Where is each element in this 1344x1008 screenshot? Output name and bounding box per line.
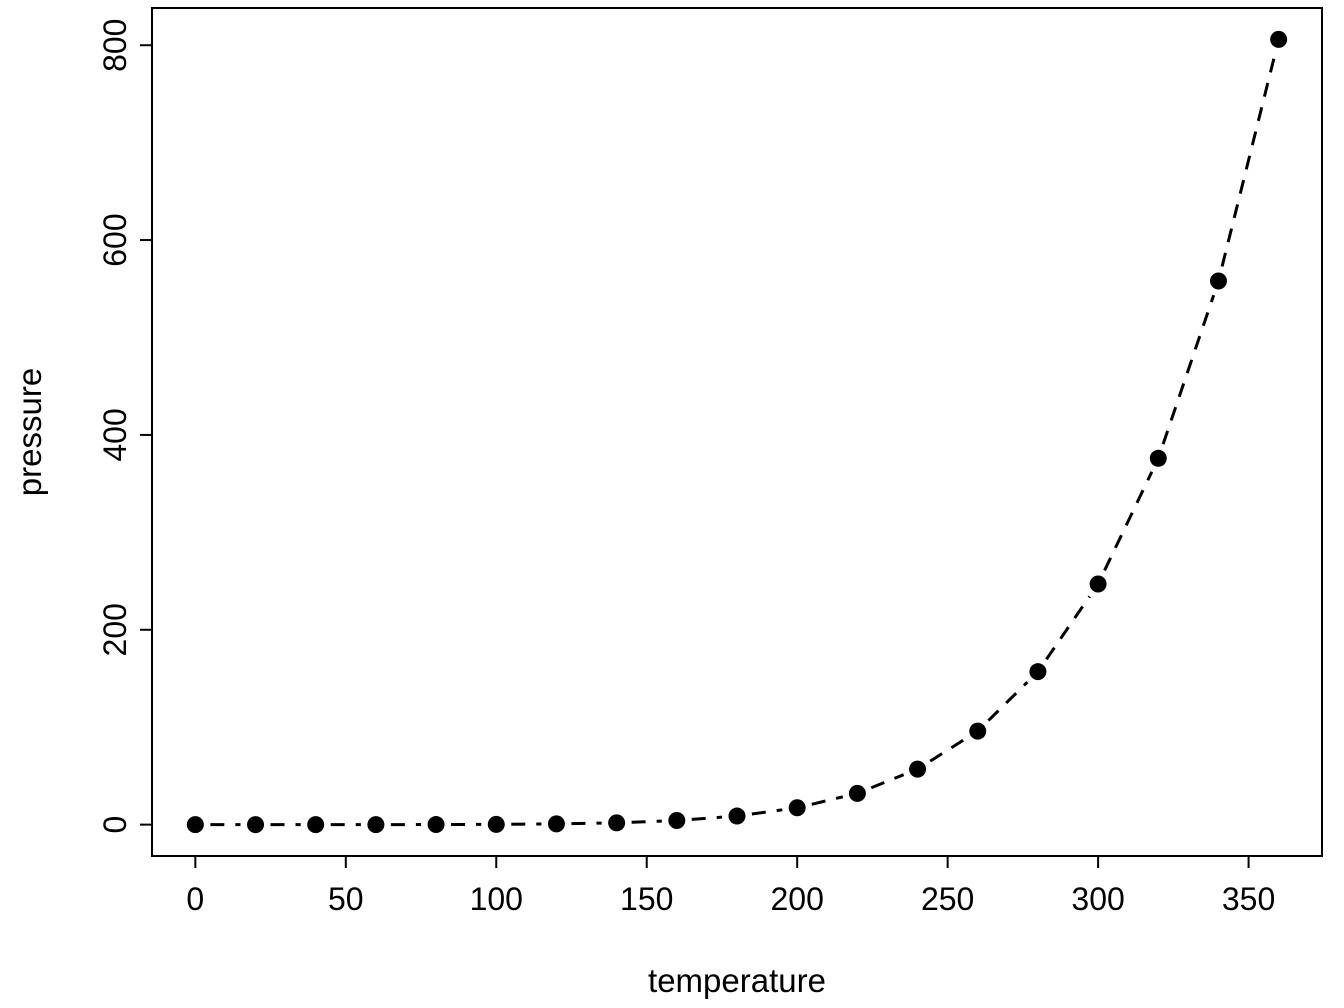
data-point: [487, 815, 505, 833]
data-point: [1149, 449, 1167, 467]
x-tick-label: 0: [186, 881, 204, 917]
x-tick-label: 150: [620, 881, 673, 917]
x-tick-label: 200: [770, 881, 823, 917]
y-axis-label: pressure: [11, 367, 48, 497]
series-segment: [691, 815, 723, 821]
data-point: [547, 815, 565, 833]
data-point: [1209, 272, 1227, 290]
y-tick-label: 600: [97, 213, 133, 266]
data-point: [1029, 663, 1047, 681]
data-point: [427, 816, 445, 834]
y-tick-label: 400: [97, 408, 133, 461]
data-point: [1089, 575, 1107, 593]
series-segment: [811, 795, 844, 806]
y-tick-label: 200: [97, 603, 133, 656]
y-tick-label: 800: [97, 19, 133, 72]
series-segment: [571, 821, 602, 826]
data-point: [186, 816, 204, 834]
data-point: [307, 816, 325, 834]
series-segment: [1161, 294, 1216, 445]
y-tick-label: 0: [97, 816, 133, 834]
data-point: [848, 784, 866, 802]
series-segment: [929, 737, 966, 763]
plot-box: [151, 7, 1323, 857]
series-segment: [1220, 53, 1277, 267]
series-segment: [1045, 595, 1091, 661]
x-tick-label: 350: [1222, 881, 1275, 917]
x-axis-label: temperature: [648, 962, 826, 999]
data-point: [909, 760, 927, 778]
series-segment: [987, 681, 1029, 722]
data-point: [1270, 30, 1288, 48]
x-tick-label: 300: [1071, 881, 1124, 917]
data-point: [969, 722, 987, 740]
data-point: [788, 799, 806, 817]
x-tick-label: 250: [921, 881, 974, 917]
data-point: [367, 816, 385, 834]
series-segment: [1103, 471, 1154, 572]
x-tick-label: 50: [328, 881, 364, 917]
series-segment: [751, 808, 783, 816]
x-tick-label: 100: [470, 881, 523, 917]
series-segment: [870, 773, 905, 790]
data-point: [728, 807, 746, 825]
series-segment: [631, 819, 662, 824]
data-point: [668, 812, 686, 830]
data-point: [247, 816, 265, 834]
data-point: [608, 814, 626, 832]
